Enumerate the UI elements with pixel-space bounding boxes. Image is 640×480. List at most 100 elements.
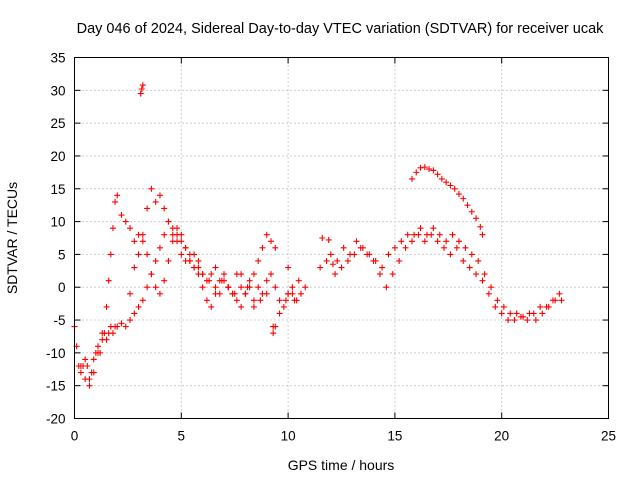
y-tick-label: 0 [58,280,66,295]
x-tick-label: 5 [178,429,186,444]
y-tick-label: 20 [50,149,65,164]
data-point [443,238,450,245]
y-tick-label: -5 [53,313,65,328]
data-point [216,277,223,284]
series-sdtvar_track_f [408,164,486,238]
data-point [206,277,213,284]
data-point [178,231,185,238]
y-tick-label: 15 [50,182,65,197]
series-sdtvar_track_c [127,225,279,310]
data-point [127,225,134,232]
data-point [500,303,507,310]
data-point [285,264,292,271]
data-point [148,271,155,278]
data-point [447,251,454,258]
data-point [421,164,428,171]
data-point [317,264,324,271]
data-point [505,317,512,324]
data-point [383,284,390,291]
data-point [156,192,163,199]
data-point [297,290,304,297]
data-point [118,212,125,219]
data-point [543,303,550,310]
data-point [464,202,471,209]
data-point [466,264,473,271]
x-tick-label: 0 [71,429,79,444]
data-point [413,169,420,176]
data-point [428,231,435,238]
data-point [353,238,360,245]
chart-title: Day 046 of 2024, Sidereal Day-to-day VTE… [77,21,605,37]
y-tick-label: 25 [50,116,65,131]
data-point [139,297,146,304]
data-point [430,167,437,174]
data-point [178,251,185,258]
data-point [511,317,518,324]
data-point [492,303,499,310]
data-point [250,303,257,310]
data-point [539,310,546,317]
y-tick-label: 10 [50,215,65,230]
y-tick-label: -15 [46,379,66,394]
data-point [402,244,409,251]
data-point [186,257,193,264]
data-point [238,303,245,310]
data-point [404,231,411,238]
data-point [438,175,445,182]
data-point [250,271,257,278]
y-tick-label: -10 [46,346,66,361]
data-point [122,323,129,330]
data-point [131,310,138,317]
data-point [451,185,458,192]
data-point [161,277,168,284]
data-point [302,284,309,291]
data-point [272,323,279,330]
data-point [460,257,467,264]
data-point [94,343,101,350]
data-point [338,264,345,271]
data-point [455,238,462,245]
data-point [174,225,181,232]
data-point [82,376,89,383]
data-point [114,323,121,330]
data-point [135,251,142,258]
data-point [107,251,114,258]
data-point [131,238,138,245]
data-point [137,90,144,97]
data-point [276,310,283,317]
data-point [268,271,275,278]
data-point [144,205,151,212]
grid-lines [74,57,609,419]
data-point [319,235,326,241]
data-point [238,271,245,278]
data-point [441,244,448,251]
data-point [105,277,112,284]
data-point [165,257,172,264]
data-point [270,330,277,337]
data-point [103,303,110,310]
data-point [385,251,392,258]
data-point [364,251,371,258]
data-point [513,310,520,317]
data-point [225,284,232,291]
data-point [276,297,283,304]
data-point [135,303,142,310]
data-point [118,320,125,327]
data-point [255,257,262,264]
data-point [263,290,270,297]
data-point [272,284,279,291]
data-point [156,244,163,251]
data-point [323,257,330,264]
data-point [462,244,469,251]
y-tick-label: 5 [58,247,66,262]
data-point [417,164,424,171]
data-point [144,284,151,291]
data-point [90,369,97,376]
data-point [156,290,163,297]
data-point [263,277,270,284]
data-point [391,244,398,251]
data-point [152,257,159,264]
data-point [131,264,138,271]
data-point [468,208,475,215]
x-tick-label: 10 [281,429,296,444]
